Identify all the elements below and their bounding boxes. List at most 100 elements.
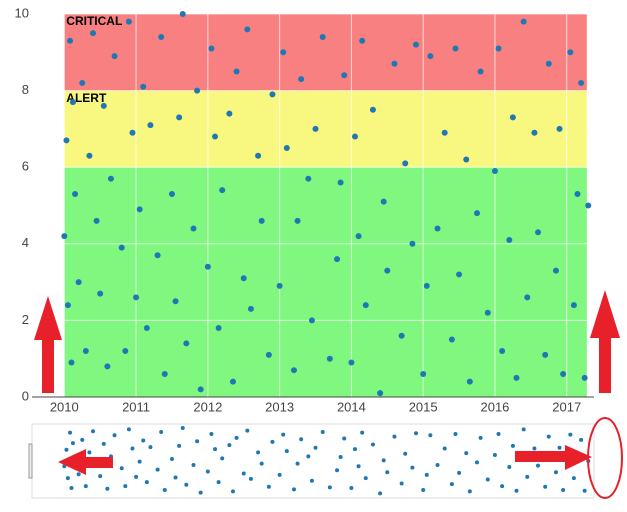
range-point	[216, 480, 221, 485]
point	[420, 371, 427, 378]
range-point	[392, 434, 397, 439]
range-point	[553, 470, 558, 475]
point	[308, 317, 315, 324]
range-point	[399, 481, 404, 486]
point	[226, 110, 233, 117]
point	[158, 33, 165, 40]
range-point	[360, 430, 365, 435]
up-arrow	[590, 290, 620, 393]
point	[190, 225, 197, 232]
x-tick-label: 2012	[193, 399, 222, 414]
range-point	[457, 470, 462, 475]
range-point	[101, 441, 106, 446]
range-point	[177, 443, 182, 448]
point	[305, 175, 312, 182]
range-point	[80, 437, 85, 442]
range-point	[378, 491, 383, 496]
point	[298, 76, 305, 83]
point	[581, 374, 588, 381]
range-point	[69, 486, 74, 491]
point	[567, 49, 574, 56]
range-point	[352, 447, 357, 452]
point	[380, 198, 387, 205]
range-point	[230, 489, 235, 494]
point	[509, 114, 516, 121]
y-tick-label: 10	[15, 5, 29, 20]
range-point	[245, 428, 250, 433]
range-point	[180, 426, 185, 430]
range-point	[435, 462, 440, 467]
point	[100, 102, 107, 109]
range-point	[119, 466, 124, 471]
range-point	[68, 430, 73, 435]
point	[104, 363, 111, 370]
point	[208, 45, 215, 52]
point	[179, 11, 186, 17]
point	[107, 175, 114, 182]
range-point	[83, 484, 88, 489]
point	[258, 217, 265, 224]
point	[495, 45, 502, 52]
range-point	[363, 476, 368, 481]
x-tick-label: 2010	[50, 399, 79, 414]
y-tick-label: 2	[22, 312, 29, 327]
point	[255, 152, 262, 159]
range-point	[91, 429, 96, 434]
range-handle[interactable]	[28, 443, 33, 479]
range-point	[213, 447, 218, 452]
range-point	[521, 427, 526, 432]
range-point	[536, 463, 541, 468]
point	[93, 217, 100, 224]
band-label: CRITICAL	[66, 14, 122, 28]
range-point	[159, 429, 164, 434]
point	[86, 152, 93, 159]
point	[578, 79, 585, 86]
point	[491, 168, 498, 175]
point	[194, 87, 201, 94]
range-point	[295, 461, 300, 466]
point	[574, 191, 581, 198]
point	[82, 348, 89, 355]
point	[326, 355, 333, 362]
point	[560, 371, 567, 378]
point	[125, 18, 132, 25]
range-point	[370, 442, 375, 447]
range-point	[130, 446, 135, 451]
range-point	[579, 437, 584, 442]
range-point	[381, 458, 386, 463]
point	[531, 129, 538, 136]
range-point	[191, 462, 196, 467]
point	[351, 133, 358, 140]
point	[183, 340, 190, 347]
point	[337, 179, 344, 186]
x-tick-label: 2015	[409, 399, 438, 414]
range-point	[144, 480, 149, 485]
range-point	[248, 476, 253, 481]
point	[441, 129, 448, 136]
range-point	[227, 443, 232, 448]
point	[147, 122, 154, 129]
point	[524, 294, 531, 301]
range-point	[306, 454, 311, 459]
range-point	[70, 441, 75, 446]
range-point	[220, 456, 225, 461]
point	[369, 106, 376, 113]
point	[570, 302, 577, 309]
range-point	[259, 461, 264, 466]
range-point	[76, 472, 81, 477]
point	[72, 191, 79, 198]
range-point	[65, 476, 70, 481]
point	[427, 53, 434, 60]
point	[506, 236, 513, 243]
point	[484, 309, 491, 316]
point	[247, 305, 254, 312]
point	[402, 160, 409, 167]
range-point	[546, 434, 551, 439]
point	[67, 37, 74, 44]
y-tick-label: 6	[22, 159, 29, 174]
range-point	[313, 445, 318, 450]
range-point	[284, 449, 289, 454]
point	[412, 41, 419, 48]
range-point	[442, 446, 447, 451]
